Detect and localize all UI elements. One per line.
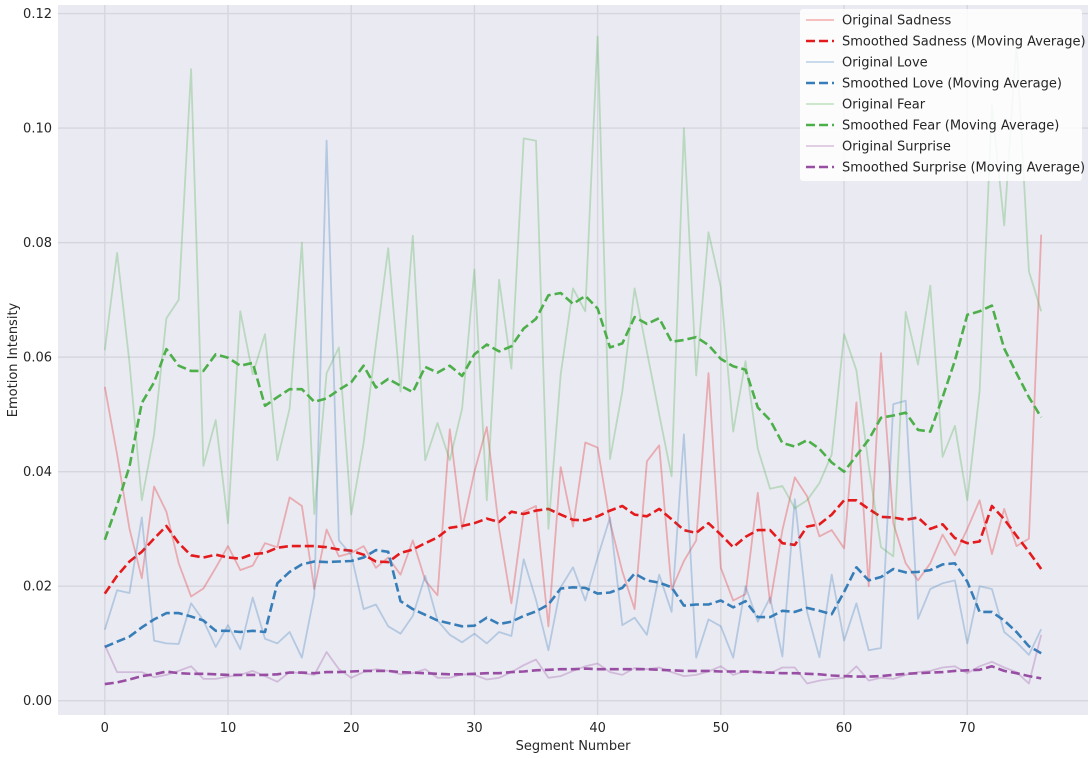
- legend-entry: Original Surprise: [842, 140, 951, 155]
- x-tick-label: 70: [959, 721, 976, 736]
- y-tick-label: 0.04: [23, 465, 52, 480]
- legend-entry: Original Fear: [842, 98, 926, 113]
- y-axis-label: Emotion Intensity: [6, 302, 21, 417]
- y-tick-label: 0.00: [23, 694, 52, 709]
- legend-entry: Smoothed Fear (Moving Average): [842, 119, 1059, 134]
- y-tick-label: 0.12: [23, 7, 52, 22]
- series-line-original-fear: [103, 35, 1043, 558]
- series-line-smoothed-surprise-moving-average: [104, 664, 1042, 686]
- legend-entry: Original Sadness: [842, 14, 951, 29]
- y-axis-ticks: 0.00 0.02 0.04 0.06 0.08 0.10 0.12: [23, 7, 52, 709]
- x-axis-ticks: 0 10 20 30 40 50 60 70: [101, 721, 976, 736]
- legend-entry: Smoothed Surprise (Moving Average): [842, 161, 1085, 176]
- x-tick-label: 40: [589, 721, 606, 736]
- x-tick-label: 10: [220, 721, 237, 736]
- series-line-smoothed-sadness-moving-average: [103, 498, 1043, 595]
- y-tick-label: 0.10: [23, 122, 52, 137]
- legend-entry: Original Love: [842, 56, 928, 71]
- series-line-original-love: [103, 139, 1043, 659]
- series-lines: [103, 35, 1043, 686]
- x-tick-label: 60: [836, 721, 853, 736]
- x-tick-label: 20: [343, 721, 360, 736]
- series-line-smoothed-love-moving-average: [104, 548, 1042, 655]
- series-line-smoothed-fear-moving-average: [103, 291, 1043, 541]
- x-axis-label: Segment Number: [516, 739, 632, 754]
- y-tick-label: 0.08: [23, 236, 52, 251]
- legend: Original Sadness Smoothed Sadness (Moving…: [800, 9, 1086, 181]
- x-tick-label: 30: [466, 721, 483, 736]
- legend-box: [800, 9, 1082, 181]
- legend-entry: Smoothed Love (Moving Average): [842, 77, 1062, 92]
- y-tick-label: 0.02: [23, 580, 52, 595]
- x-tick-label: 0: [101, 721, 109, 736]
- x-tick-label: 50: [713, 721, 730, 736]
- legend-entry: Smoothed Sadness (Moving Average): [842, 35, 1086, 50]
- series-line-original-sadness: [103, 234, 1043, 628]
- y-tick-label: 0.06: [23, 351, 52, 366]
